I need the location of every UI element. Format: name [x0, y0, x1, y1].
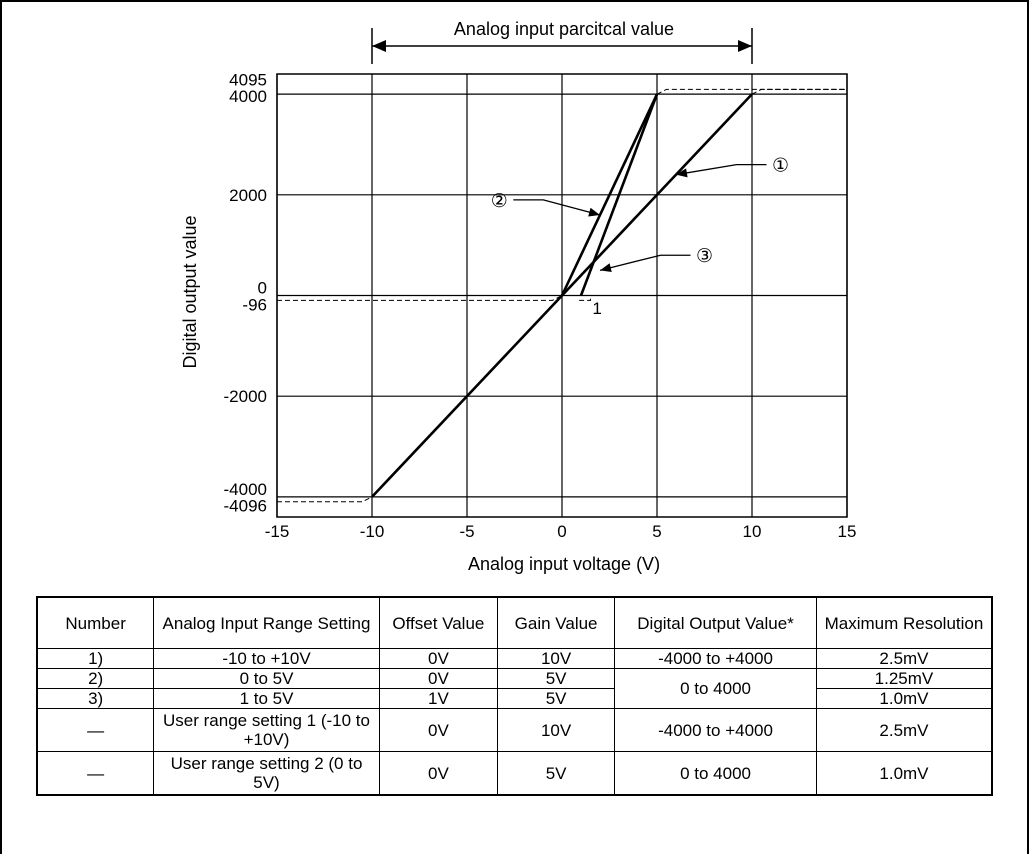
- y-tick-label: -4000: [224, 480, 267, 499]
- x-tick-label: 15: [838, 522, 857, 541]
- header-gain: Gain Value: [497, 596, 616, 649]
- cell: —: [36, 708, 155, 752]
- y-axis-label: Digital output value: [180, 215, 200, 368]
- table-row: 1) -10 to +10V 0V 10V -4000 to +4000 2.5…: [36, 648, 993, 669]
- spec-table: Number Analog Input Range Setting Offset…: [36, 596, 993, 796]
- cell: 0 to 4000: [614, 751, 817, 796]
- saturation-line: [579, 295, 591, 301]
- x-tick-label: 0: [557, 522, 566, 541]
- chart-title: Analog input parcitcal value: [454, 19, 674, 39]
- table-row: 3) 1 to 5V 1V 5V 1.0mV: [36, 688, 993, 709]
- series-marker-label: ①: [772, 156, 789, 177]
- leader-line: [675, 163, 767, 176]
- header-offset: Offset Value: [378, 596, 499, 649]
- x-tick-label: -10: [360, 522, 385, 541]
- y-tick-label: 0: [258, 279, 267, 298]
- y-tick-label: -4096: [224, 497, 267, 516]
- x-axis-label: Analog input voltage (V): [468, 554, 660, 574]
- cell: 5V: [497, 688, 616, 709]
- x-tick-label: 10: [743, 522, 762, 541]
- cell: -4000 to +4000: [614, 708, 817, 752]
- leader-arrowhead: [588, 207, 600, 217]
- y-tick-label: 4000: [229, 87, 267, 106]
- y-tick-label: -2000: [224, 387, 267, 406]
- cell: 10V: [497, 708, 616, 752]
- cell: 1.0mV: [815, 688, 993, 709]
- range-arrow-right: [738, 40, 752, 52]
- cell: —: [36, 751, 155, 796]
- leader-line: [599, 254, 691, 271]
- series-marker-label: ②: [491, 191, 508, 212]
- cell: -10 to +10V: [153, 648, 380, 669]
- saturation-line: [751, 88, 847, 95]
- y-tick-label: -96: [242, 295, 267, 314]
- cell: 1.0mV: [815, 751, 993, 796]
- series-line-3: [579, 93, 659, 296]
- y-tick-label: 4095: [229, 70, 267, 89]
- saturation-line: [277, 496, 373, 503]
- header-range: Analog Input Range Setting: [153, 596, 380, 649]
- cell: 5V: [497, 751, 616, 796]
- x-tick-label: -5: [459, 522, 474, 541]
- leader-arrowhead: [600, 263, 612, 273]
- x-tick-label: 5: [652, 522, 661, 541]
- cell: 0V: [378, 648, 499, 669]
- leader-arrowhead: [676, 168, 688, 178]
- cell: 5V: [497, 668, 616, 689]
- cell-merged: 0 to 4000: [614, 668, 817, 709]
- cell: 1): [36, 648, 155, 669]
- header-digital: Digital Output Value*: [614, 596, 817, 649]
- cell: 0 to 5V: [153, 668, 380, 689]
- cell: 2.5mV: [815, 708, 993, 752]
- y-tick-label: 2000: [229, 186, 267, 205]
- cell: 0V: [378, 668, 499, 689]
- tick-labels: -15 -10 -5 0 5 10 154095400020000-96-2000-4000…: [224, 70, 857, 541]
- saturation-line: [277, 295, 563, 301]
- cell: 1 to 5V: [153, 688, 380, 709]
- conversion-chart: -15 -10 -5 0 5 10 154095400020000-96-2000-4000…: [180, 16, 857, 574]
- cell: User range setting 2 (0 to 5V): [153, 751, 380, 796]
- cell: 0V: [378, 708, 499, 752]
- table-row: — User range setting 1 (-10 to +10V) 0V …: [36, 708, 993, 752]
- x-tick-label: -15: [265, 522, 290, 541]
- cell: 2): [36, 668, 155, 689]
- chart-series: [371, 93, 753, 498]
- series-line-2: [560, 93, 659, 297]
- table-row: 2) 0 to 5V 0V 5V 0 to 4000 1.25mV: [36, 668, 993, 709]
- header-number: Number: [36, 596, 155, 649]
- annotation-label: 1: [592, 299, 601, 318]
- cell: User range setting 1 (-10 to +10V): [153, 708, 380, 752]
- cell: 1V: [378, 688, 499, 709]
- series-marker-label: ③: [696, 246, 713, 267]
- cell: -4000 to +4000: [614, 648, 817, 669]
- table-row: — User range setting 2 (0 to 5V) 0V 5V 0…: [36, 751, 993, 796]
- title-bg: [420, 16, 708, 40]
- table-header-row: Number Analog Input Range Setting Offset…: [36, 596, 993, 649]
- cell: 1.25mV: [815, 668, 993, 689]
- cell: 0V: [378, 751, 499, 796]
- cell: 2.5mV: [815, 648, 993, 669]
- leader-line: [513, 199, 601, 216]
- cell: 3): [36, 688, 155, 709]
- cell: 10V: [497, 648, 616, 669]
- header-resolution: Maximum Resolution: [815, 596, 993, 649]
- annotations: 1 ① ② ③: [491, 156, 789, 318]
- range-arrow-left: [372, 40, 386, 52]
